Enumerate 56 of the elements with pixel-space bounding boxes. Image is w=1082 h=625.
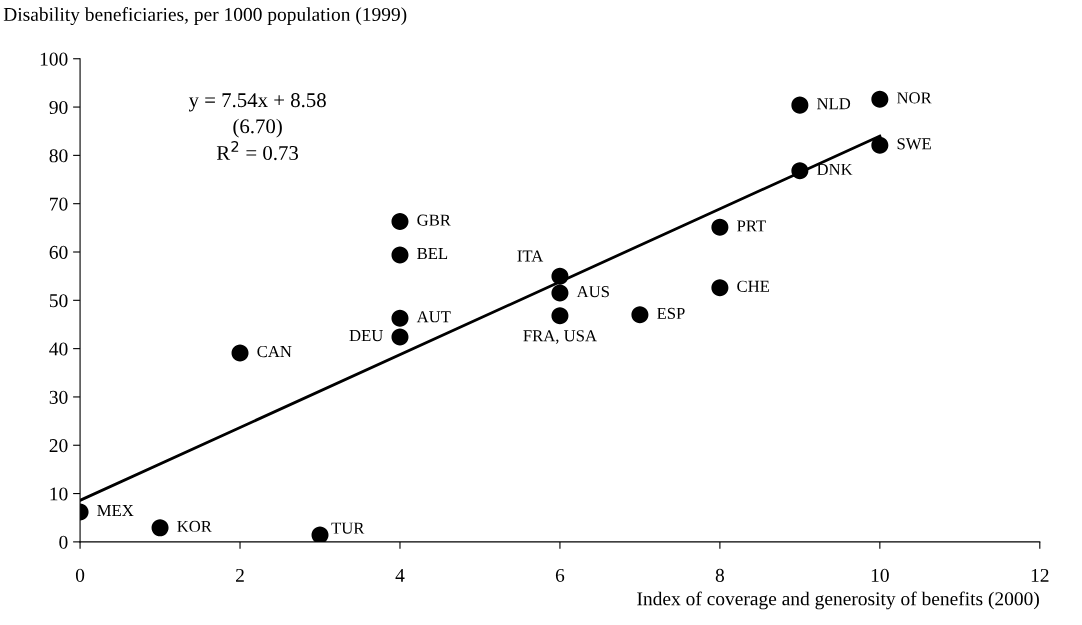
point <box>391 213 409 231</box>
point <box>791 96 809 114</box>
point <box>711 218 729 236</box>
y-tick-label: 90 <box>49 100 68 114</box>
y-tick-label: 100 <box>40 52 68 66</box>
point <box>631 306 649 324</box>
annotation: BEL <box>417 247 448 259</box>
annotation: NOR <box>896 92 932 104</box>
y-tick-label: 0 <box>59 535 68 549</box>
annotation: KOR <box>177 520 212 533</box>
annotation: DEU <box>349 330 383 342</box>
x-tick-label: 10 <box>871 568 889 582</box>
annotation: TUR <box>331 522 365 534</box>
y-tick-label: 60 <box>49 245 68 259</box>
point <box>551 284 569 302</box>
x-tick-label: 2 <box>236 568 244 582</box>
x-tick-label: 4 <box>395 568 405 582</box>
annotation: SWE <box>897 138 931 150</box>
x-axis-title: Index of coverage and generosity of benefits (2000) <box>637 591 1039 610</box>
point <box>391 309 409 327</box>
point <box>871 90 889 108</box>
y-tick-label: 80 <box>49 149 68 163</box>
y-tick-label: 40 <box>49 342 68 356</box>
annotation: AUT <box>416 311 451 323</box>
y-tick-label: 10 <box>50 487 68 501</box>
annotation: MEX <box>97 505 134 516</box>
point <box>311 526 329 542</box>
annotation: CAN <box>257 345 292 358</box>
y-tick-label: 70 <box>50 197 68 211</box>
x-tick-label: 8 <box>715 568 725 582</box>
point <box>711 279 729 297</box>
annotation: GBR <box>417 214 451 226</box>
y-axis-title: Disability beneficiaries, per 1000 population (1999) <box>3 7 407 25</box>
point <box>551 307 569 325</box>
annotation: CHE <box>737 280 770 292</box>
x-tick-label: 0 <box>75 568 85 582</box>
point <box>231 344 249 362</box>
point <box>391 246 409 264</box>
annotation: NLD <box>817 98 851 110</box>
annotation: FRA, USA <box>523 330 597 344</box>
annotation: ESP <box>657 307 685 319</box>
annotation: DNK <box>817 163 853 175</box>
point <box>391 328 409 346</box>
y-tick-label: 50 <box>49 294 68 308</box>
annotation: ITA <box>517 250 544 262</box>
annotation: AUS <box>576 286 609 298</box>
y-tick-label: 20 <box>49 439 68 453</box>
point <box>551 267 569 285</box>
x-tick-label: 6 <box>555 568 565 582</box>
annotation: y = 7.54x + 8.58 (6.70) R$^{2}$ = 0.73 <box>188 93 326 161</box>
point <box>871 136 889 154</box>
x-tick-label: 12 <box>1031 568 1049 582</box>
point <box>791 162 809 180</box>
annotation: PRT <box>737 220 766 232</box>
y-tick-label: 30 <box>49 390 68 404</box>
point <box>151 519 169 537</box>
